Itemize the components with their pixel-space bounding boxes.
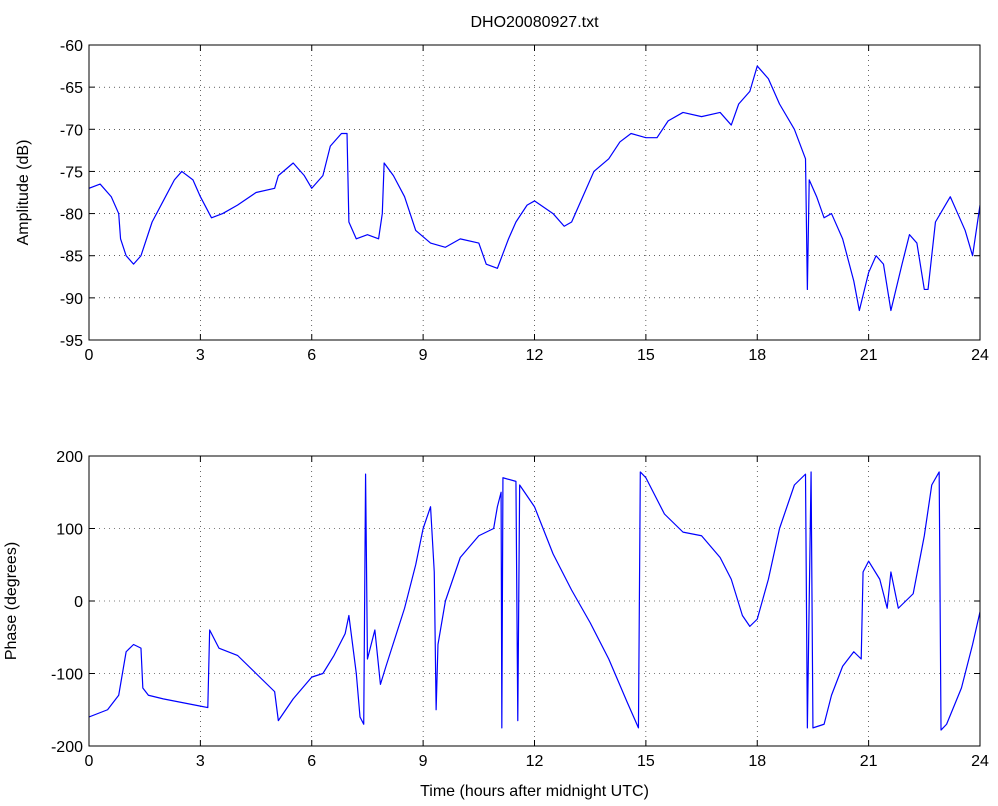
y-tick-label: -200: [51, 739, 83, 756]
y-tick-label: -85: [60, 249, 83, 266]
x-tick-label: 0: [85, 347, 94, 364]
x-tick-label: 12: [526, 347, 544, 364]
x-tick-label: 24: [971, 753, 989, 770]
y-tick-label: -60: [60, 38, 83, 55]
x-tick-label: 9: [419, 347, 428, 364]
x-tick-label: 0: [85, 753, 94, 770]
chart-title: DHO20080927.txt: [470, 14, 599, 31]
y-tick-label: -80: [60, 207, 83, 224]
y-tick-label: -100: [51, 667, 83, 684]
data-line: [89, 471, 980, 731]
x-tick-label: 6: [307, 753, 316, 770]
y-tick-label: -75: [60, 164, 83, 181]
x-tick-label: 15: [637, 753, 655, 770]
x-axis-label: Time (hours after midnight UTC): [420, 783, 649, 800]
x-tick-label: 6: [307, 347, 316, 364]
plot-frame: [88, 455, 981, 747]
x-tick-label: 3: [196, 753, 205, 770]
x-tick-label: 18: [748, 347, 766, 364]
y-tick-label: 0: [74, 594, 83, 611]
x-tick-label: 21: [860, 753, 878, 770]
y-tick-label: -95: [60, 333, 83, 350]
y-tick-label: 100: [56, 522, 83, 539]
x-tick-label: 9: [419, 753, 428, 770]
x-tick-label: 18: [748, 753, 766, 770]
y-tick-label: -70: [60, 122, 83, 139]
plot-frame: [88, 44, 981, 341]
x-tick-label: 15: [637, 347, 655, 364]
x-tick-label: 21: [860, 347, 878, 364]
data-line: [89, 65, 980, 312]
y-tick-label: -65: [60, 80, 83, 97]
y-tick-label: -90: [60, 291, 83, 308]
x-tick-label: 24: [971, 347, 989, 364]
x-tick-label: 3: [196, 347, 205, 364]
x-tick-label: 12: [526, 753, 544, 770]
y-tick-label: 200: [56, 449, 83, 466]
y-axis-label: Amplitude (dB): [15, 140, 32, 246]
y-axis-label: Phase (degrees): [3, 542, 20, 660]
